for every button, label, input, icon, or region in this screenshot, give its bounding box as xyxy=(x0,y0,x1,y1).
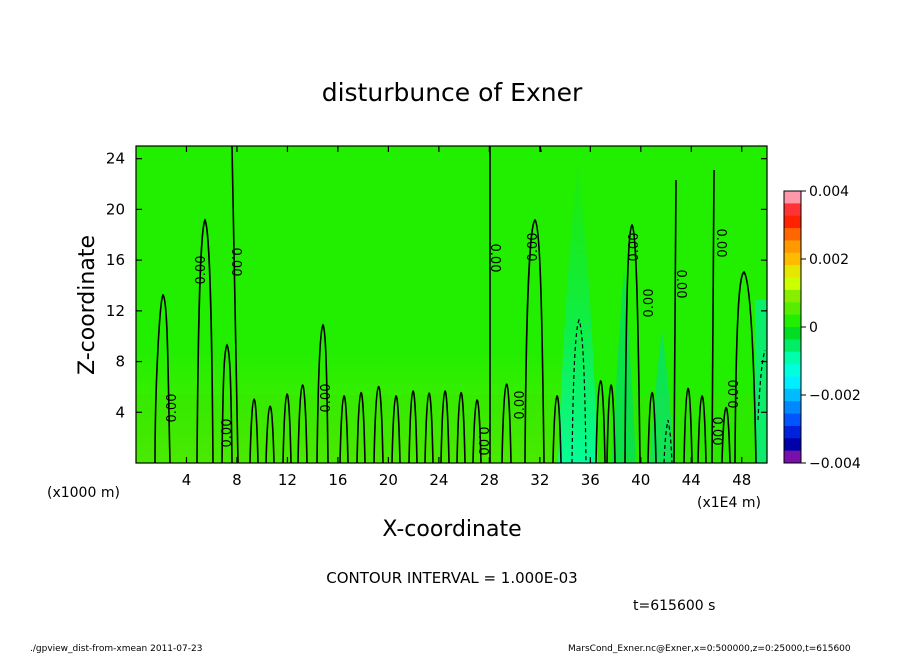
x-tick-label: 36 xyxy=(581,471,600,489)
colorbar-swatch xyxy=(784,351,801,365)
colorbar-swatch xyxy=(784,339,801,353)
field-negative-plume-3 xyxy=(650,330,674,463)
contour-label: 0.00 xyxy=(513,391,528,420)
contour-label: 0.00 xyxy=(526,233,541,262)
colorbar-swatch xyxy=(784,364,801,377)
contour-line xyxy=(734,270,757,463)
contour-label: 0.00 xyxy=(220,419,235,448)
time-note: t=615600 s xyxy=(633,598,715,614)
colorbar-swatch xyxy=(784,228,801,241)
contour-label: 0.00 xyxy=(228,248,243,277)
colorbar-swatch xyxy=(784,289,801,303)
contour-label: 0.00 xyxy=(713,229,728,258)
x-axis-label: X-coordinate xyxy=(382,517,521,542)
x-tick-label: 16 xyxy=(328,471,347,489)
contour-label: 0.00 xyxy=(487,244,502,273)
y-tick-label: 4 xyxy=(115,403,125,421)
contour-line xyxy=(673,179,677,463)
y-tick-label: 24 xyxy=(106,150,125,168)
y-tick-label: 20 xyxy=(106,200,125,218)
colorbar-swatch xyxy=(784,277,801,291)
x-tick-label: 40 xyxy=(631,471,650,489)
colorbar-tick-label: −0.002 xyxy=(809,388,861,404)
colorbar-swatch xyxy=(784,191,801,204)
contour-label: 0.00 xyxy=(194,256,209,285)
x-tick-label: 20 xyxy=(379,471,398,489)
colorbar-swatch xyxy=(784,265,801,278)
colorbar-swatch xyxy=(784,388,801,402)
chart-title: disturbunce of Exner xyxy=(322,78,583,107)
contour-line xyxy=(624,223,641,463)
x-tick-label: 12 xyxy=(278,471,297,489)
contour-line xyxy=(524,218,545,463)
colorbar-swatch xyxy=(784,215,801,229)
colorbar xyxy=(783,190,802,464)
colorbar-ticks: 0.004 0.002 0 −0.002 −0.004 xyxy=(801,184,861,472)
contour-line xyxy=(711,169,715,463)
x-tick-label: 28 xyxy=(480,471,499,489)
colorbar-tick-label: −0.004 xyxy=(809,456,861,472)
colorbar-swatch xyxy=(784,450,801,464)
x-unit-right: (x1E4 m) xyxy=(697,495,761,511)
field-negative-plume xyxy=(558,160,598,463)
contour-label: 0.00 xyxy=(475,427,490,456)
contour-label: 0.00 xyxy=(727,380,742,409)
contour-label: 0.00 xyxy=(673,270,688,299)
contour-label: 0.00 xyxy=(165,394,180,423)
colorbar-swatch xyxy=(784,401,801,414)
y-tick-label: 12 xyxy=(106,302,125,320)
footer-right: MarsCond_Exner.nc@Exner,x=0:500000,z=0:2… xyxy=(568,644,851,654)
x-tick-label: 8 xyxy=(232,471,242,489)
contour-label: 0.00 xyxy=(709,417,724,446)
y-tick-label: 8 xyxy=(115,353,125,371)
colorbar-swatch xyxy=(784,438,801,452)
x-tick-label: 24 xyxy=(429,471,448,489)
contour-labels: 0.00 0.00 0.00 0.00 0.00 0.00 0.00 0.00 … xyxy=(165,229,742,456)
colorbar-swatch xyxy=(784,413,801,427)
x-ticks: 4 8 12 16 20 24 28 32 36 40 44 48 xyxy=(182,146,751,489)
contour-line xyxy=(221,343,233,463)
contour-line xyxy=(196,218,214,463)
plot-area: 0.00 0.00 0.00 0.00 0.00 0.00 0.00 0.00 … xyxy=(136,146,767,463)
x-tick-label: 44 xyxy=(682,471,701,489)
colorbar-swatch xyxy=(784,376,801,390)
contour-label: 0.00 xyxy=(319,384,334,413)
contour-lines xyxy=(154,146,766,463)
y-axis-label: Z-coordinate xyxy=(75,235,100,375)
colorbar-tick-label: 0 xyxy=(809,320,818,336)
x-unit-left: (x1000 m) xyxy=(47,485,120,501)
contour-line xyxy=(154,293,171,463)
contour-line xyxy=(316,323,329,463)
colorbar-swatch xyxy=(784,314,801,328)
colorbar-tick-label: 0.004 xyxy=(809,184,849,200)
y-ticks: 4 8 12 16 20 24 xyxy=(106,150,767,421)
contour-dashed xyxy=(571,318,766,463)
colorbar-swatch xyxy=(784,252,801,266)
colorbar-swatch xyxy=(784,240,801,254)
contour-line xyxy=(231,146,239,463)
colorbar-swatch xyxy=(784,203,801,217)
contour-label: 0.00 xyxy=(642,289,657,318)
x-tick-label: 48 xyxy=(732,471,751,489)
colorbar-swatch xyxy=(784,302,801,316)
colorbar-tick-label: 0.002 xyxy=(809,252,849,268)
x-tick-label: 32 xyxy=(530,471,549,489)
contour-wiggles xyxy=(249,380,731,463)
plot-frame xyxy=(135,145,768,464)
contour-label: 0.00 xyxy=(627,233,642,262)
field-negative-plume-2 xyxy=(612,270,636,463)
colorbar-swatch xyxy=(784,425,801,439)
contour-interval-note: CONTOUR INTERVAL = 1.000E-03 xyxy=(326,569,577,587)
colorbar-swatch xyxy=(784,327,801,340)
footer-left: ./gpview_dist-from-xmean 2011-07-23 xyxy=(30,644,202,654)
y-tick-label: 16 xyxy=(106,251,125,269)
x-tick-label: 4 xyxy=(182,471,192,489)
